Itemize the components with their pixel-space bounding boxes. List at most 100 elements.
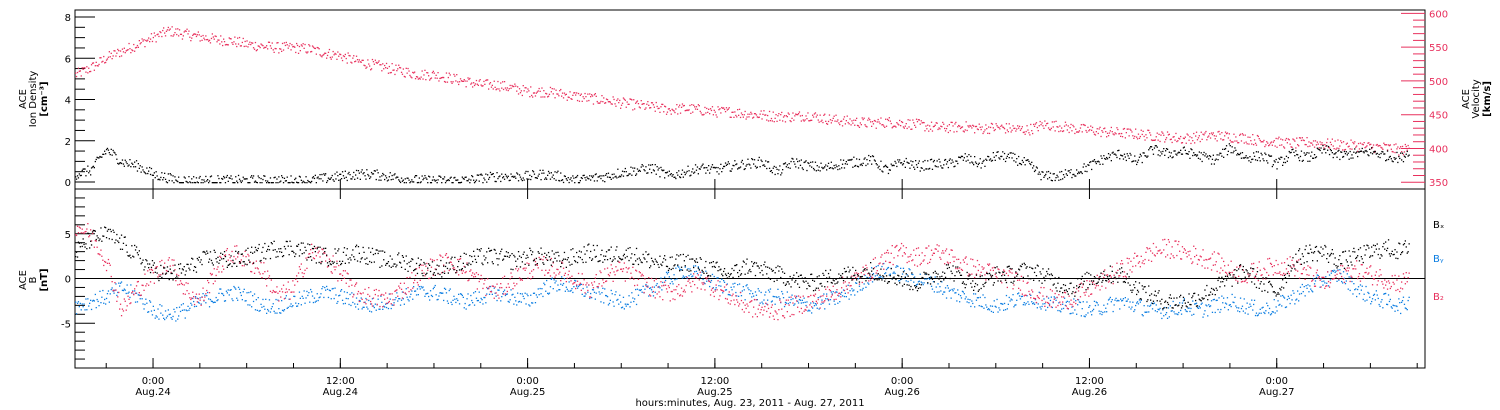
data-point bbox=[193, 296, 195, 298]
data-point bbox=[419, 288, 421, 290]
data-point bbox=[997, 151, 999, 153]
data-point bbox=[337, 175, 339, 177]
data-point bbox=[635, 288, 637, 291]
data-point bbox=[146, 302, 148, 304]
data-point bbox=[281, 300, 283, 302]
data-point bbox=[1147, 129, 1149, 131]
data-point bbox=[570, 280, 572, 282]
data-point bbox=[1095, 301, 1097, 303]
data-point bbox=[1251, 158, 1253, 161]
data-point bbox=[162, 272, 164, 274]
data-point bbox=[100, 156, 102, 158]
data-point bbox=[264, 271, 266, 273]
data-point bbox=[1267, 142, 1269, 144]
data-point bbox=[1019, 298, 1022, 300]
data-point bbox=[1118, 300, 1120, 302]
data-point bbox=[720, 112, 722, 114]
data-point bbox=[265, 46, 267, 49]
data-point bbox=[428, 75, 430, 77]
data-point bbox=[369, 295, 371, 297]
data-point bbox=[1005, 123, 1008, 125]
data-point bbox=[974, 293, 977, 295]
data-point bbox=[881, 124, 883, 126]
data-point bbox=[694, 106, 696, 108]
data-point bbox=[757, 288, 759, 290]
data-point bbox=[237, 37, 239, 39]
data-point bbox=[777, 173, 779, 175]
data-point bbox=[1100, 155, 1102, 157]
data-point bbox=[878, 121, 880, 123]
data-point bbox=[655, 284, 657, 287]
data-point bbox=[102, 153, 104, 155]
data-point bbox=[392, 178, 394, 180]
data-point bbox=[822, 167, 824, 170]
data-point bbox=[1174, 313, 1176, 315]
data-point bbox=[182, 303, 184, 305]
data-point bbox=[85, 175, 87, 177]
data-point bbox=[525, 267, 527, 269]
data-point bbox=[738, 167, 741, 169]
data-point bbox=[857, 125, 860, 127]
data-point bbox=[1100, 310, 1102, 313]
data-point bbox=[124, 300, 126, 302]
data-point bbox=[532, 170, 534, 172]
data-point bbox=[809, 165, 811, 167]
data-point bbox=[1378, 153, 1380, 156]
data-point bbox=[328, 258, 331, 260]
data-point bbox=[168, 313, 170, 316]
data-point bbox=[246, 292, 248, 294]
data-point bbox=[687, 165, 689, 167]
data-point bbox=[1077, 131, 1079, 133]
data-point bbox=[1356, 151, 1358, 153]
data-point bbox=[216, 41, 218, 43]
data-point bbox=[578, 283, 581, 286]
data-point bbox=[1271, 311, 1273, 313]
data-point bbox=[358, 59, 360, 61]
data-point bbox=[134, 301, 137, 303]
data-point bbox=[925, 168, 927, 170]
data-point bbox=[1305, 144, 1307, 146]
data-point bbox=[305, 257, 307, 259]
data-point bbox=[1185, 142, 1187, 144]
data-point bbox=[268, 41, 271, 43]
data-point bbox=[938, 158, 940, 160]
data-point bbox=[214, 301, 216, 303]
data-point bbox=[198, 293, 200, 295]
data-point bbox=[232, 182, 234, 184]
data-point bbox=[1352, 157, 1354, 159]
data-point bbox=[1220, 138, 1222, 140]
data-point bbox=[1081, 131, 1083, 133]
data-point bbox=[918, 160, 920, 162]
data-point bbox=[1127, 128, 1129, 130]
data-point bbox=[1106, 156, 1108, 159]
data-point bbox=[938, 127, 940, 129]
data-point bbox=[964, 298, 966, 300]
data-point bbox=[733, 116, 735, 118]
data-point bbox=[725, 164, 728, 166]
data-point bbox=[1319, 149, 1321, 152]
data-point bbox=[1284, 306, 1287, 309]
data-point bbox=[754, 113, 757, 115]
data-point bbox=[375, 61, 377, 64]
data-point bbox=[414, 279, 416, 281]
data-point bbox=[635, 174, 637, 176]
data-point bbox=[976, 297, 979, 299]
data-point bbox=[674, 279, 676, 281]
data-point bbox=[396, 289, 398, 291]
data-point bbox=[1351, 148, 1353, 150]
data-point bbox=[267, 310, 270, 312]
data-point bbox=[1181, 153, 1184, 155]
data-point bbox=[710, 109, 713, 112]
data-point bbox=[1036, 307, 1038, 309]
data-point bbox=[871, 163, 873, 165]
data-point bbox=[1172, 156, 1174, 158]
data-point bbox=[502, 81, 504, 83]
data-point bbox=[426, 292, 428, 295]
data-point bbox=[551, 265, 553, 268]
data-point bbox=[77, 67, 80, 69]
data-point bbox=[237, 253, 240, 255]
data-point bbox=[805, 115, 807, 117]
data-point bbox=[920, 281, 922, 283]
data-point bbox=[1239, 134, 1241, 136]
data-point bbox=[678, 106, 680, 108]
